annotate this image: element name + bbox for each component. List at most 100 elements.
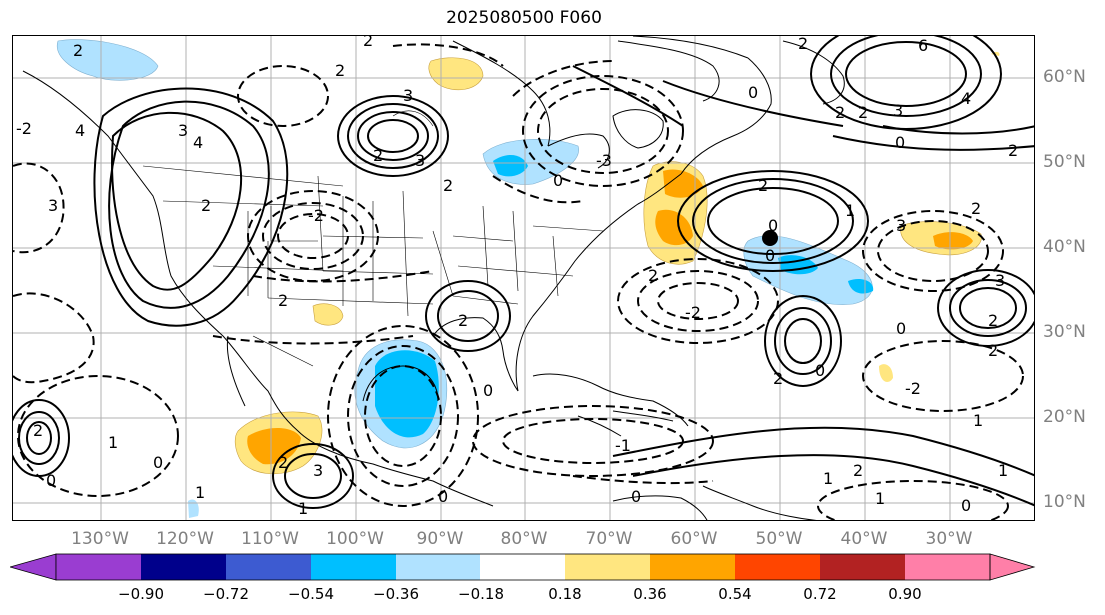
contour-label: 2 [373,146,383,165]
lon-label: 40°W [840,529,888,549]
contour-label: 1 [875,489,885,508]
contour-label: 0 [896,319,906,338]
lon-label: 30°W [925,529,973,549]
plot-title: 2025080500 F060 [446,8,602,28]
contour-label: 1 [998,461,1008,480]
contour-label: 3 [48,196,58,215]
contour-label: -2 [16,119,32,138]
storm-center-marker [762,230,778,246]
contour-label: 2 [971,199,981,218]
colorbar-bin [311,554,396,580]
contour-label: 4 [961,89,971,108]
contour-label: 2 [858,103,868,122]
lon-label: 50°W [755,529,803,549]
lat-label: 30°N [1043,322,1086,342]
contour-label: 2 [835,103,845,122]
colorbar-tick: −0.54 [288,585,334,603]
colorbar-tick: −0.72 [203,585,249,603]
lat-label: 20°N [1043,407,1086,427]
colorbar-tick: −0.90 [118,585,164,603]
colorbar-tick: 0.90 [888,585,922,603]
colorbar-bin [735,554,820,580]
lat-label: 50°N [1043,152,1086,172]
contour-label: -2 [905,379,921,398]
contour-label: 0 [768,216,778,235]
contour-label: 2 [73,41,83,60]
contour-label: 0 [895,133,905,152]
lon-label: 120°W [156,529,214,549]
map-panel: 3 4 2 3 -2 4 2 2 2 3 3 2 2 0 -3 -2 2 2 0… [12,35,1035,521]
contour-label: -2 [308,206,324,225]
contour-label: 2 [853,461,863,480]
coastlines [22,36,845,520]
contour-label: 0 [438,487,448,506]
contour-label: 2 [335,61,345,80]
colorbar [10,553,1036,581]
contour-label: 0 [483,381,493,400]
contour-label: 2 [363,36,373,50]
lon-label: 130°W [71,529,129,549]
negative-anomaly-patch [848,279,874,294]
positive-anomaly-patch [312,303,344,326]
negative-anomaly-patch [493,154,528,177]
contour-label: 2 [443,176,453,195]
positive-anomaly-patch [879,364,893,382]
contour-label: 2 [458,311,468,330]
contour-label: 2 [278,453,288,472]
contour-label: 4 [193,133,203,152]
contour-label: 6 [918,36,928,55]
contour-labels: 3 4 2 3 -2 4 2 2 2 3 3 2 2 0 -3 -2 2 2 0… [16,36,1018,518]
lon-label: 110°W [241,529,299,549]
colorbar-tick: 0.72 [803,585,837,603]
colorbar-tick: 0.54 [718,585,752,603]
colorbar-tick: −0.36 [373,585,419,603]
contour-label: 1 [108,433,118,452]
contour-label: 0 [46,471,56,490]
colorbar-bin [141,554,226,580]
contour-label: 2 [798,36,808,53]
colorbar-tick: 0.18 [548,585,582,603]
contour-label: 0 [153,453,163,472]
contour-label: 0 [815,361,825,380]
contour-label: 0 [631,487,641,506]
contour-label: 2 [773,369,783,388]
contour-label: 2 [988,311,998,330]
graticule [13,36,1034,520]
positive-anomaly-patch [933,232,973,250]
contour-label: 0 [553,171,563,190]
contour-label: 2 [201,196,211,215]
contour-label: 3 [313,461,323,480]
lon-label: 60°W [670,529,718,549]
contour-label: 4 [75,121,85,140]
negative-anomaly-patch [56,39,159,81]
contour-label: 1 [823,469,833,488]
contour-label: 0 [765,246,775,265]
colorbar-bin [820,554,905,580]
colorbar-bin [226,554,311,580]
colorbar-bin [56,554,141,580]
contour-label: 0 [961,496,971,515]
lon-label: 90°W [416,529,464,549]
colorbar-outline [55,553,991,581]
contour-label: 2 [648,266,658,285]
contour-label: 1 [845,201,855,220]
contour-label: 2 [278,291,288,310]
colorbar-tick: 0.36 [633,585,667,603]
lat-label: 40°N [1043,237,1086,257]
contour-label: 1 [973,411,983,430]
contour-label: 3 [995,271,1005,290]
colorbar-bin [905,554,990,580]
lon-label: 80°W [500,529,548,549]
dashed-contours [13,43,1024,520]
contour-label: 3 [893,101,903,120]
contour-label: 3 [403,86,413,105]
contour-label: 3 [178,121,188,140]
contour-label: 2 [758,176,768,195]
positive-anomaly-patch [247,427,301,465]
lat-label: 60°N [1043,67,1086,87]
map-svg: 3 4 2 3 -2 4 2 2 2 3 3 2 2 0 -3 -2 2 2 0… [13,36,1034,520]
colorbar-bin [650,554,735,580]
contour-label: -1 [615,436,631,455]
contour-label: 1 [298,499,308,518]
solid-contours [13,36,1034,509]
